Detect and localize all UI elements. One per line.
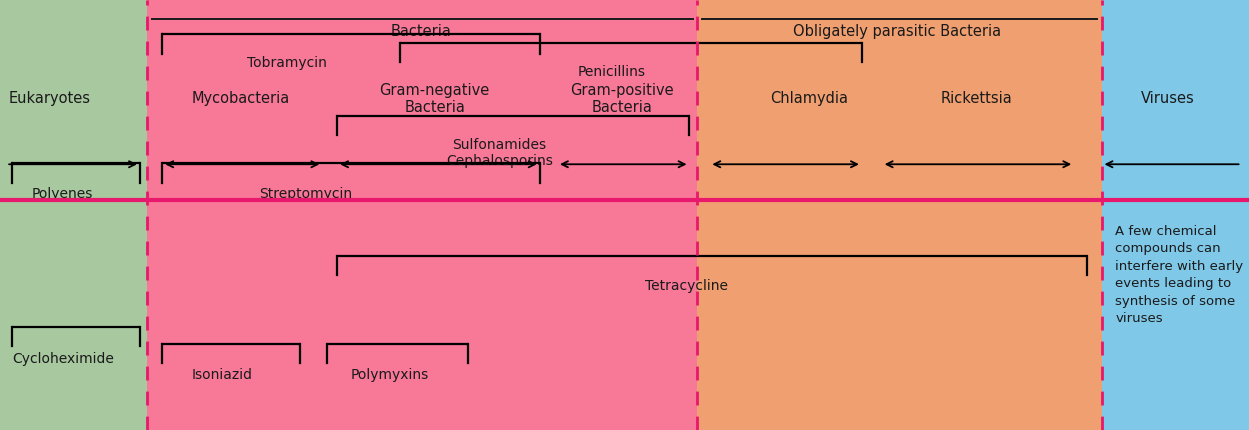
Text: Cycloheximide: Cycloheximide xyxy=(12,352,115,366)
Text: Polymyxins: Polymyxins xyxy=(351,368,428,382)
Text: Penicillins: Penicillins xyxy=(578,64,646,79)
Text: Tobramycin: Tobramycin xyxy=(247,56,327,70)
Text: Obligately parasitic Bacteria: Obligately parasitic Bacteria xyxy=(793,24,1000,39)
Bar xyxy=(0,0,147,430)
Text: Streptomycin: Streptomycin xyxy=(260,187,352,201)
Text: Bacteria: Bacteria xyxy=(391,24,451,39)
Text: Eukaryotes: Eukaryotes xyxy=(9,92,91,106)
Text: Viruses: Viruses xyxy=(1140,92,1195,106)
Text: Chlamydia: Chlamydia xyxy=(771,92,848,106)
Bar xyxy=(1102,0,1249,430)
Text: Tetracycline: Tetracycline xyxy=(646,279,728,293)
Text: Mycobacteria: Mycobacteria xyxy=(192,92,290,106)
Text: Polyenes: Polyenes xyxy=(31,187,92,201)
Text: A few chemical
compounds can
interfere with early
events leading to
synthesis of: A few chemical compounds can interfere w… xyxy=(1115,225,1244,326)
Text: Rickettsia: Rickettsia xyxy=(940,92,1013,106)
Bar xyxy=(697,0,1102,430)
Text: Gram-positive
Bacteria: Gram-positive Bacteria xyxy=(571,83,673,115)
Text: Gram-negative
Bacteria: Gram-negative Bacteria xyxy=(380,83,490,115)
Text: Sulfonamides
Cephalosporins: Sulfonamides Cephalosporins xyxy=(446,138,553,168)
Text: Isoniazid: Isoniazid xyxy=(192,368,252,382)
Bar xyxy=(147,0,697,430)
